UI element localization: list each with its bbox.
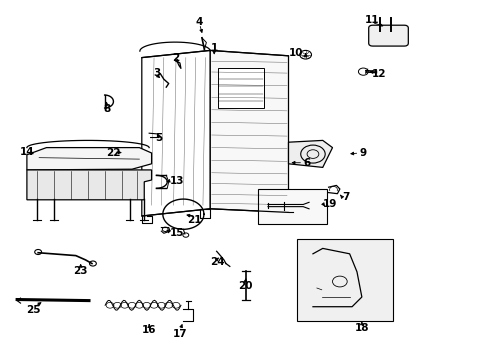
Text: 1: 1 (210, 42, 217, 53)
Text: 15: 15 (170, 228, 184, 238)
Text: 14: 14 (20, 147, 34, 157)
Text: 7: 7 (342, 192, 349, 202)
Text: 23: 23 (73, 266, 88, 276)
Text: 12: 12 (371, 69, 386, 79)
Text: 17: 17 (172, 329, 187, 339)
Text: 21: 21 (187, 215, 202, 225)
Polygon shape (288, 140, 332, 167)
Polygon shape (27, 170, 151, 200)
Bar (258, 189, 326, 224)
Bar (297, 239, 392, 321)
Text: 5: 5 (155, 132, 163, 143)
Text: 3: 3 (153, 68, 160, 78)
Text: 18: 18 (354, 323, 368, 333)
Text: 20: 20 (238, 281, 252, 291)
Text: 25: 25 (26, 305, 41, 315)
Text: 9: 9 (359, 148, 366, 158)
Text: 24: 24 (210, 257, 224, 267)
Text: 11: 11 (364, 15, 378, 25)
Text: 19: 19 (322, 199, 336, 210)
Text: 8: 8 (103, 104, 110, 114)
Text: 13: 13 (170, 176, 184, 186)
Text: 10: 10 (288, 48, 303, 58)
Text: 6: 6 (303, 158, 310, 168)
FancyBboxPatch shape (368, 25, 407, 46)
Polygon shape (27, 148, 151, 170)
Text: 4: 4 (195, 17, 203, 27)
Text: 2: 2 (172, 53, 179, 63)
Polygon shape (210, 50, 288, 212)
Text: 22: 22 (106, 148, 121, 158)
Bar (217, 68, 264, 108)
Text: 16: 16 (142, 325, 156, 336)
Polygon shape (142, 50, 210, 216)
